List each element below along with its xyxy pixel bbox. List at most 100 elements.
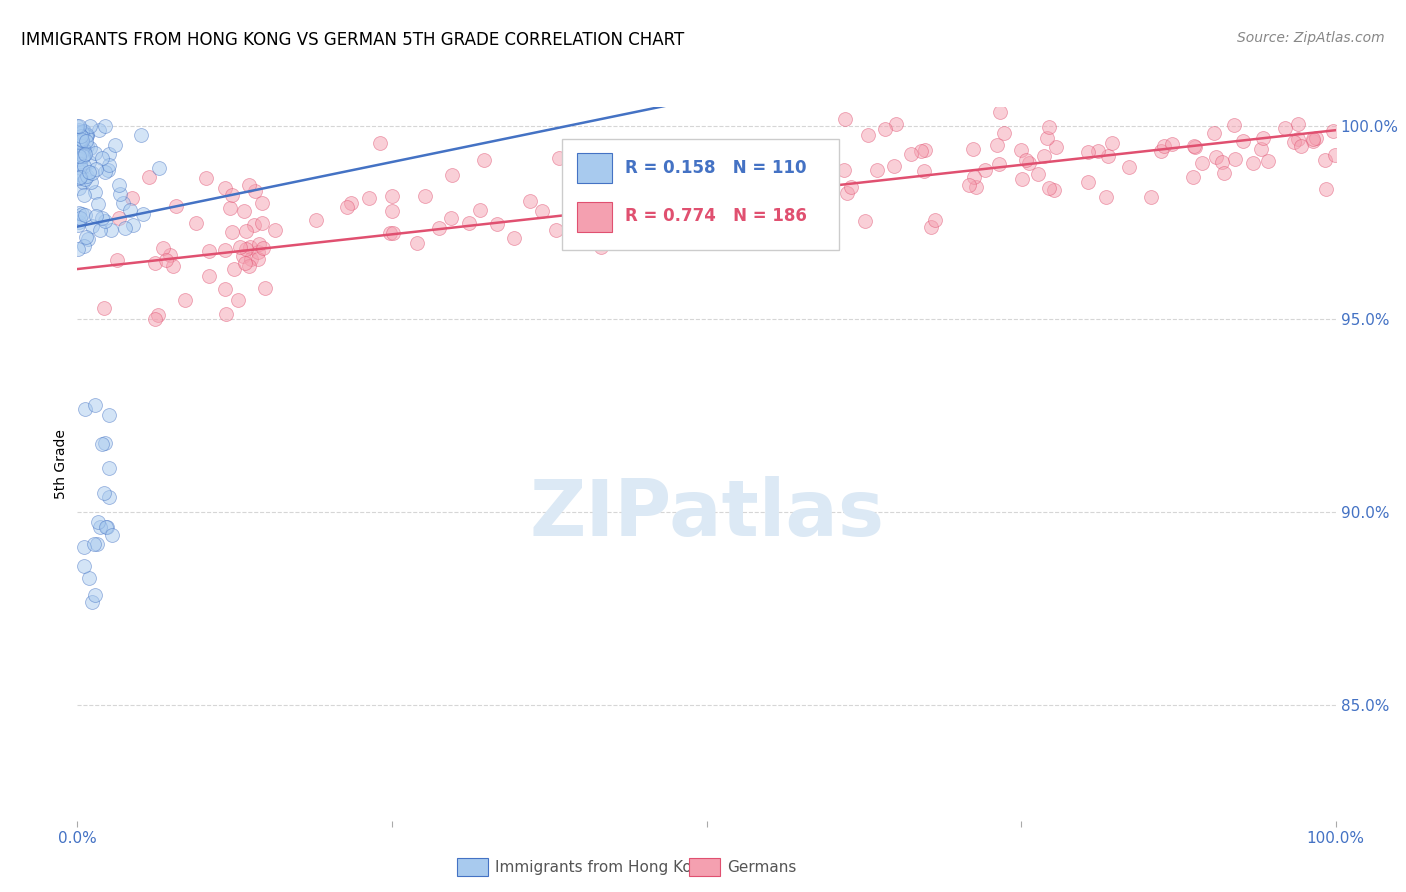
Point bbox=[676, 193, 699, 207]
Point bbox=[589, 240, 612, 254]
Point bbox=[1205, 150, 1227, 164]
Point bbox=[76, 169, 98, 183]
Point bbox=[79, 141, 101, 155]
Point bbox=[626, 221, 648, 235]
Point bbox=[186, 216, 208, 230]
Point bbox=[1150, 144, 1173, 158]
Point bbox=[218, 201, 240, 215]
Point bbox=[962, 142, 984, 156]
Point bbox=[232, 249, 254, 263]
Point bbox=[73, 171, 96, 186]
Point bbox=[94, 120, 117, 134]
Point bbox=[97, 491, 120, 505]
Point bbox=[264, 223, 287, 237]
Point bbox=[238, 178, 260, 193]
Point bbox=[75, 129, 97, 144]
Text: R = 0.774   N = 186: R = 0.774 N = 186 bbox=[624, 207, 807, 225]
Point bbox=[692, 220, 714, 235]
Point bbox=[920, 219, 942, 234]
Text: Immigrants from Hong Kong: Immigrants from Hong Kong bbox=[495, 860, 711, 874]
Point bbox=[1101, 136, 1123, 150]
Point bbox=[94, 436, 117, 450]
Point bbox=[82, 219, 104, 233]
FancyBboxPatch shape bbox=[562, 139, 838, 250]
Point bbox=[641, 169, 664, 184]
Point bbox=[1153, 139, 1175, 153]
Point bbox=[472, 153, 495, 167]
Point bbox=[711, 144, 734, 158]
Point bbox=[100, 527, 122, 541]
Point bbox=[837, 186, 859, 201]
Point bbox=[669, 168, 692, 182]
Point bbox=[229, 240, 252, 254]
Point bbox=[987, 157, 1010, 171]
Point bbox=[381, 227, 404, 241]
Point bbox=[67, 156, 90, 170]
Point bbox=[224, 262, 246, 277]
Point bbox=[96, 520, 118, 534]
Point bbox=[83, 146, 105, 161]
Point bbox=[688, 202, 710, 217]
Point bbox=[148, 308, 170, 322]
Point bbox=[1253, 131, 1275, 145]
Point bbox=[547, 151, 569, 165]
Point bbox=[73, 147, 96, 161]
Point bbox=[70, 145, 93, 160]
Point bbox=[239, 252, 262, 267]
Point bbox=[1097, 149, 1119, 163]
Point bbox=[72, 144, 94, 158]
Point bbox=[69, 169, 91, 184]
Point bbox=[368, 136, 391, 151]
Point bbox=[221, 188, 243, 202]
Point bbox=[1045, 140, 1067, 154]
Point bbox=[70, 134, 93, 148]
Text: IMMIGRANTS FROM HONG KONG VS GERMAN 5TH GRADE CORRELATION CHART: IMMIGRANTS FROM HONG KONG VS GERMAN 5TH … bbox=[21, 31, 685, 49]
Point bbox=[600, 150, 623, 164]
Point bbox=[886, 117, 908, 131]
Point bbox=[243, 219, 266, 233]
Point bbox=[86, 209, 108, 223]
Point bbox=[66, 144, 89, 158]
Point bbox=[69, 138, 91, 153]
Point bbox=[76, 128, 98, 142]
Point bbox=[681, 167, 703, 181]
Point bbox=[305, 212, 328, 227]
Point bbox=[591, 193, 613, 207]
Point bbox=[883, 160, 905, 174]
Point bbox=[132, 207, 155, 221]
Point bbox=[575, 210, 598, 224]
Point bbox=[159, 247, 181, 261]
Point bbox=[66, 127, 89, 141]
Point bbox=[779, 160, 801, 174]
Point bbox=[67, 170, 90, 185]
Point bbox=[683, 187, 706, 202]
Point bbox=[214, 181, 236, 195]
Point bbox=[97, 408, 120, 422]
Point bbox=[152, 241, 174, 255]
Point bbox=[67, 242, 90, 256]
Point bbox=[246, 244, 269, 259]
Point bbox=[965, 180, 987, 194]
Point bbox=[1302, 132, 1324, 146]
Point bbox=[198, 244, 221, 258]
Point bbox=[247, 252, 270, 266]
Point bbox=[100, 223, 122, 237]
Point bbox=[1184, 140, 1206, 154]
Point bbox=[104, 138, 127, 153]
Point bbox=[1038, 181, 1060, 195]
Point bbox=[79, 165, 101, 179]
Point bbox=[832, 163, 855, 178]
Point bbox=[1191, 156, 1213, 170]
Point bbox=[457, 216, 479, 230]
Point bbox=[72, 145, 94, 159]
Point bbox=[1324, 148, 1347, 162]
Point bbox=[122, 218, 145, 232]
Point bbox=[1282, 135, 1305, 149]
Point bbox=[107, 178, 129, 192]
Point bbox=[221, 225, 243, 239]
Point bbox=[82, 595, 104, 609]
Point bbox=[378, 227, 401, 241]
Point bbox=[73, 208, 96, 222]
Point bbox=[108, 211, 131, 225]
Point bbox=[672, 173, 695, 187]
